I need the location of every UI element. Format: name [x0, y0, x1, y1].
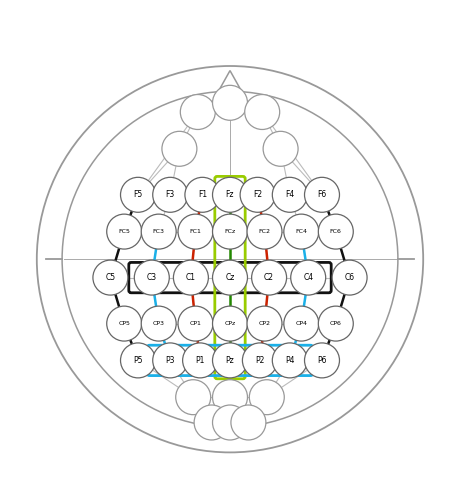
Text: P1: P1	[195, 356, 204, 365]
Text: Cz: Cz	[225, 273, 234, 282]
Text: FC6: FC6	[329, 229, 341, 234]
Circle shape	[185, 178, 219, 212]
Circle shape	[175, 380, 210, 414]
Text: C5: C5	[105, 273, 115, 282]
Circle shape	[244, 94, 279, 130]
Circle shape	[304, 178, 339, 212]
Text: F2: F2	[252, 190, 262, 200]
Text: FC1: FC1	[189, 229, 201, 234]
Text: FCz: FCz	[224, 229, 235, 234]
Text: CP6: CP6	[329, 321, 341, 326]
Circle shape	[173, 260, 208, 295]
Text: F6: F6	[317, 190, 326, 200]
Text: C2: C2	[263, 273, 274, 282]
Circle shape	[230, 405, 265, 440]
Circle shape	[331, 260, 366, 295]
Circle shape	[242, 343, 277, 378]
Circle shape	[106, 214, 141, 249]
Text: C6: C6	[344, 273, 354, 282]
Circle shape	[246, 214, 281, 249]
Text: CPz: CPz	[224, 321, 235, 326]
Circle shape	[249, 380, 284, 414]
Circle shape	[272, 178, 307, 212]
Circle shape	[251, 260, 286, 295]
Text: Fz: Fz	[225, 190, 234, 200]
Circle shape	[283, 306, 318, 341]
Circle shape	[106, 306, 141, 341]
Circle shape	[212, 380, 247, 414]
Circle shape	[162, 132, 196, 166]
Text: CP5: CP5	[118, 321, 130, 326]
Circle shape	[194, 405, 229, 440]
Text: F5: F5	[133, 190, 142, 200]
Text: CP2: CP2	[258, 321, 270, 326]
Circle shape	[152, 178, 187, 212]
Text: P4: P4	[285, 356, 294, 365]
Circle shape	[212, 405, 247, 440]
Text: FC3: FC3	[152, 229, 164, 234]
Text: FC5: FC5	[118, 229, 130, 234]
Text: C3: C3	[146, 273, 157, 282]
Text: C4: C4	[302, 273, 313, 282]
Circle shape	[178, 214, 213, 249]
Circle shape	[141, 306, 176, 341]
Circle shape	[212, 260, 247, 295]
Text: FC4: FC4	[295, 229, 307, 234]
Circle shape	[318, 306, 353, 341]
Circle shape	[212, 178, 247, 212]
Circle shape	[212, 343, 247, 378]
Text: Pz: Pz	[225, 356, 234, 365]
Text: CP1: CP1	[189, 321, 201, 326]
Text: P6: P6	[317, 356, 326, 365]
Circle shape	[263, 132, 297, 166]
Text: C1: C1	[185, 273, 196, 282]
Circle shape	[120, 178, 155, 212]
Text: P2: P2	[255, 356, 264, 365]
Circle shape	[212, 214, 247, 249]
Circle shape	[134, 260, 169, 295]
Circle shape	[182, 343, 217, 378]
Circle shape	[152, 343, 187, 378]
Circle shape	[240, 178, 274, 212]
Circle shape	[93, 260, 128, 295]
Circle shape	[180, 94, 215, 130]
Circle shape	[283, 214, 318, 249]
Circle shape	[304, 343, 339, 378]
Circle shape	[318, 214, 353, 249]
Circle shape	[290, 260, 325, 295]
Circle shape	[246, 306, 281, 341]
Text: F1: F1	[197, 190, 207, 200]
Text: CP4: CP4	[295, 321, 307, 326]
Circle shape	[178, 306, 213, 341]
Text: CP3: CP3	[152, 321, 164, 326]
Text: P5: P5	[133, 356, 142, 365]
Circle shape	[212, 86, 247, 120]
Text: F3: F3	[165, 190, 174, 200]
Circle shape	[120, 343, 155, 378]
Text: F4: F4	[285, 190, 294, 200]
Circle shape	[141, 214, 176, 249]
Text: P3: P3	[165, 356, 174, 365]
Circle shape	[272, 343, 307, 378]
Circle shape	[212, 306, 247, 341]
Text: FC2: FC2	[258, 229, 270, 234]
